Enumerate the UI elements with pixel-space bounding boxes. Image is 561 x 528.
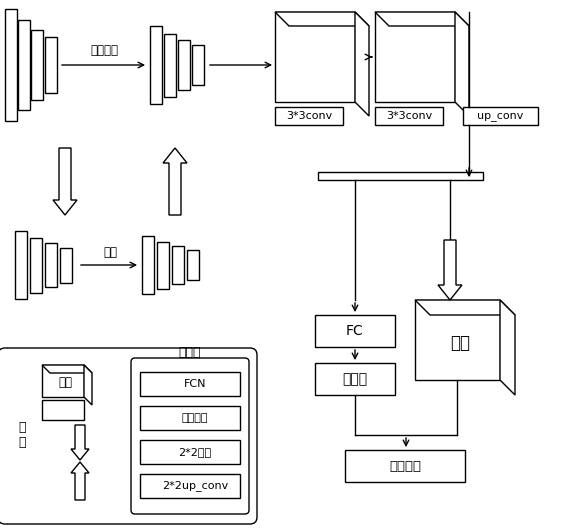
Bar: [30, 238, 42, 293]
Bar: [275, 12, 355, 102]
Text: FC: FC: [346, 324, 364, 338]
Text: 3*3conv: 3*3conv: [386, 111, 432, 121]
Polygon shape: [455, 12, 469, 116]
Polygon shape: [275, 12, 369, 26]
Bar: [140, 474, 240, 498]
Bar: [375, 107, 443, 125]
Polygon shape: [375, 12, 469, 26]
Polygon shape: [500, 300, 515, 395]
Text: FCN: FCN: [184, 379, 206, 389]
Bar: [275, 107, 343, 125]
Bar: [45, 37, 57, 93]
Bar: [157, 242, 169, 289]
Bar: [187, 250, 199, 280]
Text: 分类器: 分类器: [179, 346, 201, 360]
Text: 残差处理: 残差处理: [182, 413, 208, 423]
Text: 3*3conv: 3*3conv: [286, 111, 332, 121]
Bar: [315, 315, 395, 347]
Polygon shape: [42, 365, 92, 373]
Polygon shape: [53, 148, 77, 215]
Text: up_conv: up_conv: [477, 111, 523, 121]
Bar: [15, 231, 27, 299]
Polygon shape: [415, 300, 515, 315]
Polygon shape: [163, 148, 187, 215]
Bar: [140, 440, 240, 464]
Bar: [45, 243, 57, 287]
Polygon shape: [71, 425, 89, 460]
Text: 注
释: 注 释: [19, 421, 26, 449]
Bar: [178, 40, 190, 90]
Bar: [42, 400, 84, 420]
Polygon shape: [71, 462, 89, 500]
Text: 分类器: 分类器: [342, 372, 367, 386]
Bar: [463, 107, 538, 125]
Bar: [150, 26, 162, 104]
Bar: [31, 30, 43, 100]
Polygon shape: [355, 12, 369, 116]
Bar: [140, 406, 240, 430]
FancyBboxPatch shape: [131, 358, 249, 514]
Bar: [318, 172, 483, 180]
Bar: [18, 20, 30, 110]
Bar: [140, 372, 240, 396]
Bar: [172, 246, 184, 284]
Text: 2*2池化: 2*2池化: [178, 447, 211, 457]
Bar: [42, 365, 84, 397]
Polygon shape: [438, 240, 462, 300]
Bar: [415, 300, 500, 380]
Bar: [142, 236, 154, 294]
Bar: [60, 248, 72, 283]
Bar: [164, 34, 176, 97]
Bar: [375, 12, 455, 102]
Text: 2*2up_conv: 2*2up_conv: [162, 480, 228, 492]
Bar: [345, 450, 465, 482]
Bar: [315, 363, 395, 395]
Bar: [5, 9, 17, 121]
Text: 掩模: 掩模: [450, 334, 470, 352]
Text: 实例分割: 实例分割: [389, 459, 421, 473]
Text: 连接: 连接: [103, 246, 117, 259]
Text: 残差连接: 残差连接: [90, 43, 118, 56]
Text: 掩模: 掩模: [58, 375, 72, 389]
FancyBboxPatch shape: [0, 348, 257, 524]
Bar: [192, 45, 204, 85]
Polygon shape: [84, 365, 92, 405]
